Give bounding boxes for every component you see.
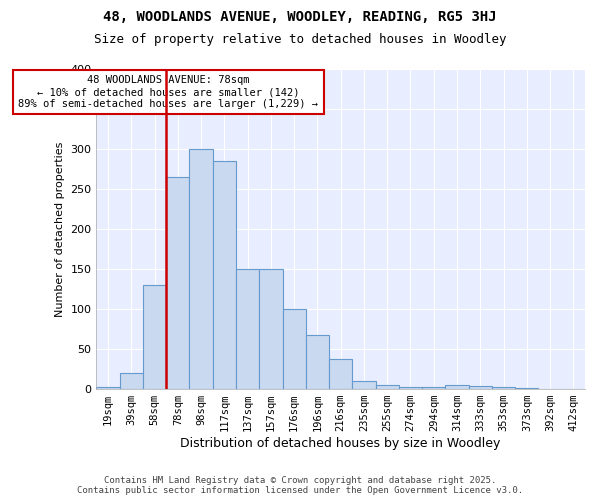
Bar <box>445 385 469 389</box>
Bar <box>329 358 352 389</box>
Bar <box>213 161 236 389</box>
Bar <box>469 386 492 389</box>
Bar <box>143 285 166 389</box>
Bar <box>166 177 190 389</box>
Bar <box>422 388 445 389</box>
Bar <box>492 388 515 389</box>
Bar <box>236 269 259 389</box>
Bar <box>376 385 399 389</box>
Bar <box>283 309 306 389</box>
Text: 48 WOODLANDS AVENUE: 78sqm
← 10% of detached houses are smaller (142)
89% of sem: 48 WOODLANDS AVENUE: 78sqm ← 10% of deta… <box>19 76 319 108</box>
Bar <box>97 388 119 389</box>
Bar <box>515 388 538 389</box>
Bar <box>306 334 329 389</box>
Bar <box>259 269 283 389</box>
Y-axis label: Number of detached properties: Number of detached properties <box>55 142 65 316</box>
Bar <box>190 149 213 389</box>
Bar <box>399 386 422 389</box>
Text: Contains HM Land Registry data © Crown copyright and database right 2025.
Contai: Contains HM Land Registry data © Crown c… <box>77 476 523 495</box>
Text: Size of property relative to detached houses in Woodley: Size of property relative to detached ho… <box>94 32 506 46</box>
X-axis label: Distribution of detached houses by size in Woodley: Distribution of detached houses by size … <box>181 437 501 450</box>
Bar <box>119 373 143 389</box>
Bar <box>352 381 376 389</box>
Text: 48, WOODLANDS AVENUE, WOODLEY, READING, RG5 3HJ: 48, WOODLANDS AVENUE, WOODLEY, READING, … <box>103 10 497 24</box>
